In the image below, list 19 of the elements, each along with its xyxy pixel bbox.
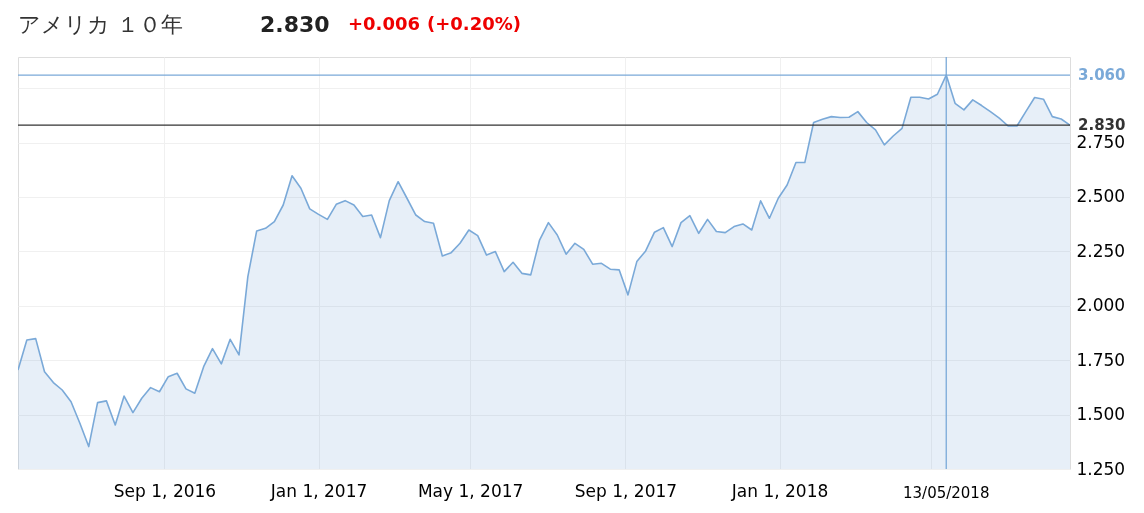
y-tick-label: 2.500 [1076,186,1126,207]
ref-line-label: 3.060 [1078,66,1126,85]
x-tick-label: Sep 1, 2017 [574,480,678,501]
x-tick-label: May 1, 2017 [417,480,524,501]
y-tick-label: 2.750 [1076,132,1126,153]
y-tick-label: 2.250 [1076,240,1126,261]
text: (+0.20%) [427,13,521,34]
ref-line-label: 13/05/2018 [903,484,990,502]
y-tick-label: 2.000 [1076,295,1126,316]
x-tick-label: Sep 1, 2016 [113,480,217,501]
x-tick-label: Jan 1, 2018 [730,480,829,501]
x-tick-label: Jan 1, 2017 [269,480,368,501]
y-tick-label: 1.500 [1076,404,1126,425]
y-tick-label: 1.250 [1076,458,1126,479]
text: +0.006 [348,13,421,34]
ref-line-label: 2.830 [1078,116,1126,135]
chart-title: アメリカ １０年 [18,12,183,37]
y-tick-label: 1.750 [1076,349,1126,370]
text: 2.830 [260,12,330,37]
